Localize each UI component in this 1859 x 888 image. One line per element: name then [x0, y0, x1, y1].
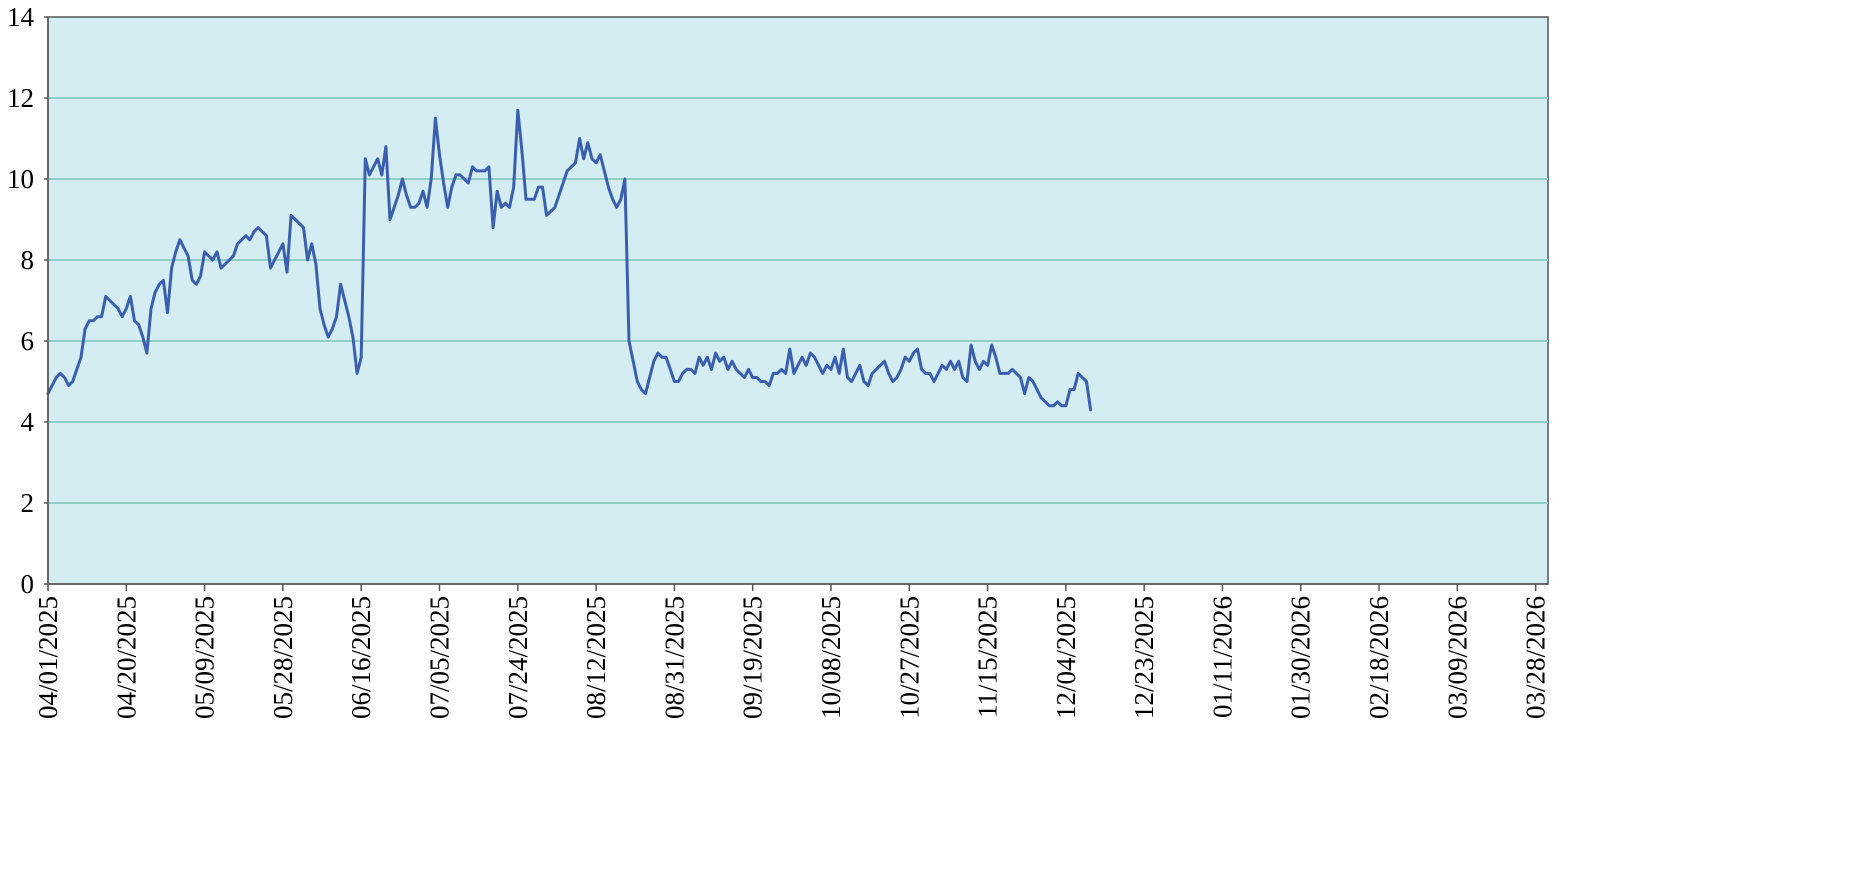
x-tick-label: 04/01/2025 [33, 596, 63, 719]
y-tick-label: 6 [21, 326, 35, 356]
y-tick-label: 2 [21, 488, 35, 518]
y-tick-label: 10 [7, 164, 34, 194]
x-tick-label: 11/15/2025 [973, 596, 1003, 718]
y-tick-label: 14 [7, 2, 35, 32]
x-tick-label: 07/05/2025 [424, 596, 454, 719]
y-tick-label: 0 [21, 569, 35, 599]
plot-area [47, 16, 1549, 585]
y-tick-label: 4 [21, 407, 35, 437]
x-tick-label: 12/23/2025 [1129, 596, 1159, 719]
x-tick-label: 02/18/2026 [1364, 596, 1394, 719]
x-tick-label: 05/09/2025 [190, 596, 220, 719]
x-tick-label: 04/20/2025 [111, 596, 141, 719]
x-tick-label: 01/30/2026 [1286, 596, 1316, 719]
x-tick-label: 10/27/2025 [894, 596, 924, 719]
x-tick-label: 01/11/2026 [1207, 596, 1237, 718]
x-tick-label: 07/24/2025 [503, 596, 533, 719]
x-tick-label: 06/16/2025 [346, 596, 376, 719]
series-line [46, 108, 1093, 412]
x-tick-label: 08/12/2025 [581, 596, 611, 719]
x-tick-label: 03/09/2026 [1442, 596, 1472, 719]
y-tick-label: 12 [7, 83, 34, 113]
x-tick-label: 12/04/2025 [1051, 596, 1081, 719]
x-tick-label: 10/08/2025 [816, 596, 846, 719]
y-tick-label: 8 [21, 245, 35, 275]
x-tick-label: 03/28/2026 [1521, 596, 1551, 719]
x-tick-label: 05/28/2025 [268, 596, 298, 719]
x-tick-label: 09/19/2025 [738, 596, 768, 719]
x-tick-label: 08/31/2025 [659, 596, 689, 719]
